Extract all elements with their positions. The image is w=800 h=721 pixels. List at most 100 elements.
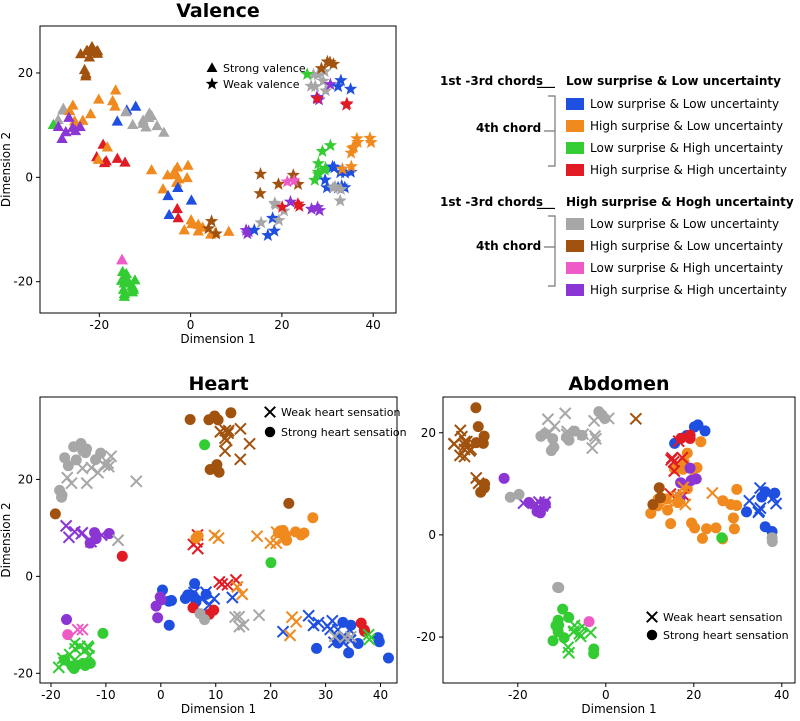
valence-xlabel: Dimension 1	[180, 332, 255, 346]
valence-point-blue-star	[320, 180, 334, 194]
heart-point-green-x	[362, 628, 375, 641]
valence-point-gray-triangle	[127, 118, 139, 130]
group2-items: Low surprise & Low uncertainty High surpr…	[566, 217, 787, 297]
abdomen-point-orange-x	[706, 486, 719, 500]
heart-point-gray-circle	[70, 454, 82, 466]
valence-point-green-triangle	[116, 265, 129, 276]
abdomen-legend-circle-label: Strong heart sensation	[663, 629, 789, 642]
valence-point-purple-triangle	[60, 125, 72, 137]
heart-point-orange-x	[231, 580, 244, 594]
abdomen-point-brown-x	[454, 424, 467, 437]
valence-point-red-triangle	[172, 212, 184, 223]
heart-point-gray-x	[101, 456, 115, 470]
abdomen-point-blue-x	[752, 506, 765, 519]
heart-point-pink-x	[76, 623, 89, 636]
valence-point-blue-star	[266, 211, 280, 224]
valence-point-orange-triangle	[84, 108, 97, 119]
valence-point-orange-triangle	[178, 224, 190, 235]
heart-point-brown-circle	[283, 497, 295, 509]
abdomen-point-gray-circle	[560, 431, 572, 443]
heart-point-blue-x	[307, 619, 320, 632]
valence-point-brown-triangle	[87, 45, 99, 56]
abdomen-ytick-label: 20	[421, 426, 436, 440]
abdomen-point-blue-circle	[699, 425, 711, 437]
valence-point-blue-star	[331, 79, 345, 93]
abdomen-point-orange-circle	[728, 523, 740, 535]
abdomen-point-pink-circle	[583, 616, 595, 628]
heart-point-blue-x	[199, 586, 213, 599]
abdomen-point-orange-x	[677, 481, 690, 494]
valence-point-blue-triangle	[185, 194, 198, 205]
abdomen-point-brown-circle	[472, 421, 484, 433]
legend-swatch-blue	[566, 98, 584, 110]
abdomen-points	[447, 402, 783, 660]
abdomen-xlabel: Dimension 1	[581, 702, 656, 716]
heart-point-blue-x	[187, 586, 201, 599]
valence-point-gray-star	[333, 193, 347, 207]
heart-marker-legend: Weak heart sensation Strong heart sensati…	[264, 406, 407, 439]
abdomen-point-brown-circle	[647, 498, 659, 510]
valence-point-gray-star	[319, 83, 333, 97]
abdomen-point-green-circle	[563, 611, 575, 623]
legend-swatch-green	[566, 142, 584, 154]
abdomen-point-green-circle	[588, 643, 600, 655]
abdomen-point-brown-circle	[477, 437, 489, 449]
heart-point-orange-circle	[192, 530, 204, 542]
heart-ytick-label: -20	[13, 666, 33, 680]
valence-point-gray-star	[306, 67, 321, 81]
heart-point-brown-x	[243, 437, 256, 451]
abdomen-point-brown-circle	[654, 492, 666, 504]
valence-point-blue-triangle	[129, 100, 142, 111]
group2-prefix: 1st -3rd chords	[440, 195, 543, 209]
abdomen-point-red-x	[676, 451, 689, 464]
valence-point-blue-star	[318, 173, 332, 186]
valence-point-brown-star	[271, 177, 286, 190]
valence-point-brown-triangle	[78, 63, 91, 75]
heart-point-gray-x	[65, 476, 78, 490]
heart-point-gray-x	[111, 534, 125, 547]
valence-point-orange-triangle	[181, 171, 193, 183]
valence-xtick-label: 40	[366, 318, 381, 332]
valence-point-blue-star	[261, 228, 275, 241]
valence-point-green-triangle	[118, 277, 130, 288]
valence-point-brown-triangle	[74, 48, 87, 59]
abdomen-point-green-circle	[716, 532, 728, 544]
heart-point-gray-circle	[199, 614, 211, 626]
heart-point-orange-circle	[295, 529, 307, 541]
abdomen-point-green-circle	[547, 635, 559, 647]
heart-point-blue-circle	[163, 619, 175, 631]
valence-point-blue-triangle	[162, 189, 174, 201]
abdomen-point-gray-circle	[766, 536, 778, 548]
valence-point-gray-star	[268, 197, 283, 211]
legend-label-green: Low surprise & High uncertainty	[590, 141, 783, 155]
heart-point-gray-x	[232, 610, 246, 623]
heart-legend-x-icon	[264, 406, 276, 418]
valence-point-orange-star	[351, 135, 365, 148]
abdomen-point-gray-x	[589, 432, 603, 446]
heart-point-orange-x	[270, 536, 283, 550]
valence-point-gray-triangle	[120, 106, 132, 117]
valence-point-gray-triangle	[52, 113, 64, 125]
heart-xtick-label: 40	[373, 688, 388, 702]
abdomen-point-gray-x	[559, 407, 572, 420]
abdomen-plot-frame	[442, 396, 796, 684]
valence-point-orange-triangle	[93, 93, 105, 104]
heart-xtick-label: -20	[41, 688, 61, 702]
valence-point-brown-star	[204, 214, 219, 227]
valence-ytick-label: -20	[13, 275, 33, 289]
valence-point-blue-triangle	[163, 208, 175, 220]
legend-swatch-orange	[566, 120, 584, 132]
abdomen-point-purple-x	[539, 496, 552, 509]
legend-swatch-gray	[566, 218, 584, 230]
valence-point-brown-star	[291, 177, 305, 190]
abdomen-point-green-x	[567, 625, 580, 639]
heart-point-red-x	[221, 578, 234, 592]
abdomen-point-gray-circle	[547, 433, 559, 445]
abdomen-point-red-x	[668, 464, 681, 478]
abdomen-marker-legend: Weak heart sensation Strong heart sensati…	[646, 611, 789, 642]
valence-point-green-triangle	[129, 274, 141, 285]
valence-point-green-star	[311, 165, 325, 178]
abdomen-point-blue-circle	[769, 487, 781, 499]
heart-legend-circle-label: Strong heart sensation	[281, 426, 407, 439]
heart-point-gray-circle	[90, 454, 102, 466]
